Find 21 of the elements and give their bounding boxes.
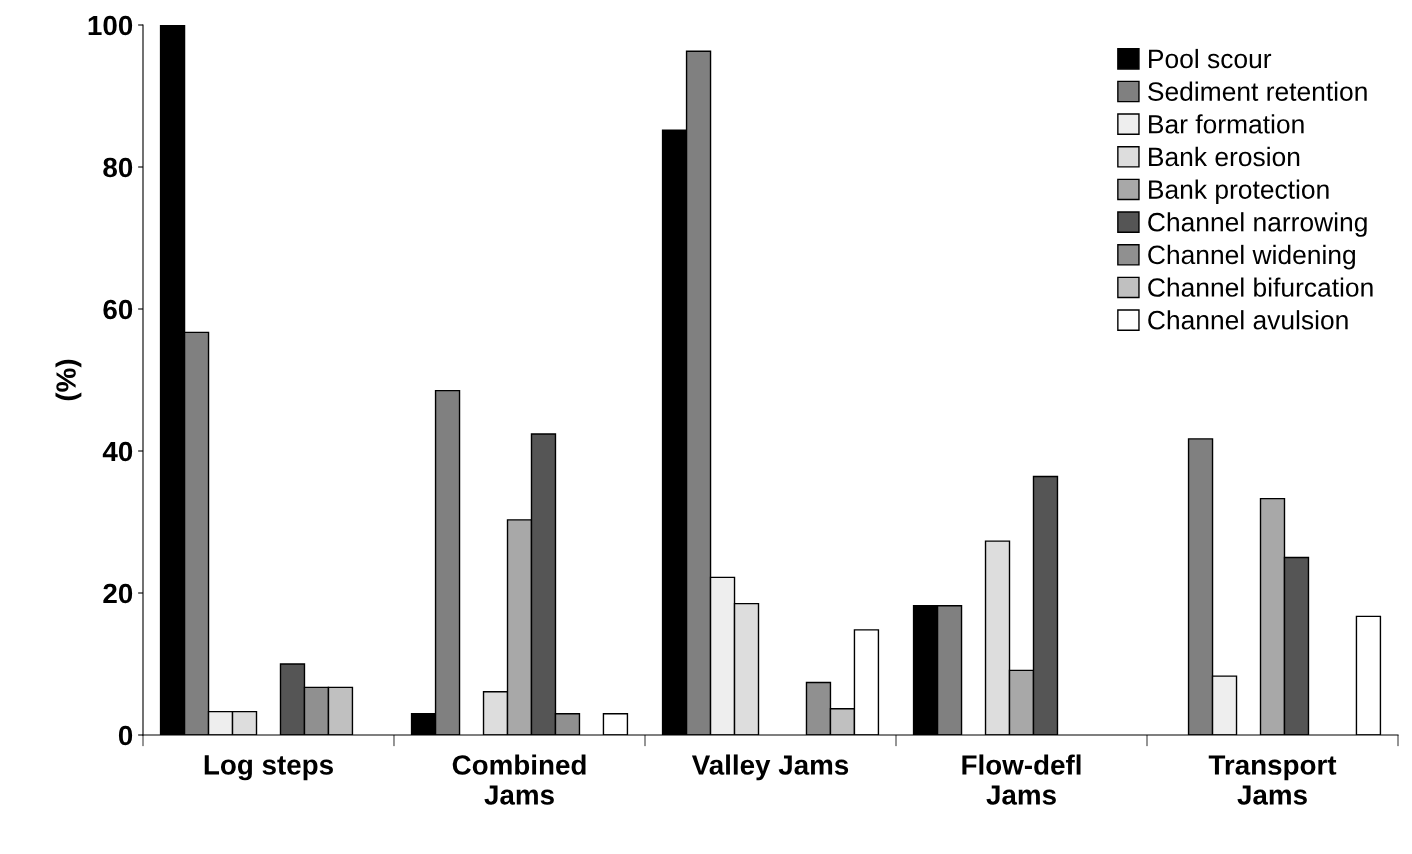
legend-label: Channel narrowing xyxy=(1148,212,1367,237)
y-tick-label: 60 xyxy=(103,299,133,320)
y-tick-label: 40 xyxy=(102,441,133,462)
legend-label: Bank protection xyxy=(1149,179,1329,205)
legend-label: Bar formation xyxy=(1149,114,1304,134)
x-tick-label: Combined Jams xyxy=(452,754,586,805)
y-axis-title: (%) xyxy=(55,359,82,401)
legend-label: Pool scour xyxy=(1149,48,1272,69)
legend-label: Channel widening xyxy=(1148,244,1355,270)
y-tick-label: 100 xyxy=(88,15,133,36)
y-tick-label: 0 xyxy=(118,725,133,746)
legend-label: Channel avulsion xyxy=(1148,310,1348,330)
y-tick-label: 80 xyxy=(103,157,133,178)
y-tick-label: 20 xyxy=(103,583,133,604)
legend-label: Sediment retention xyxy=(1148,81,1367,101)
x-tick-label: Flow-defl Jams xyxy=(962,754,1081,805)
x-tick-label: Valley Jams xyxy=(691,754,849,781)
x-tick-label: Log steps xyxy=(204,755,333,781)
legend-label: Channel bifurcation xyxy=(1148,277,1373,297)
x-tick-label: Transport Jams xyxy=(1208,755,1337,805)
legend-label: Bank erosion xyxy=(1149,146,1300,167)
